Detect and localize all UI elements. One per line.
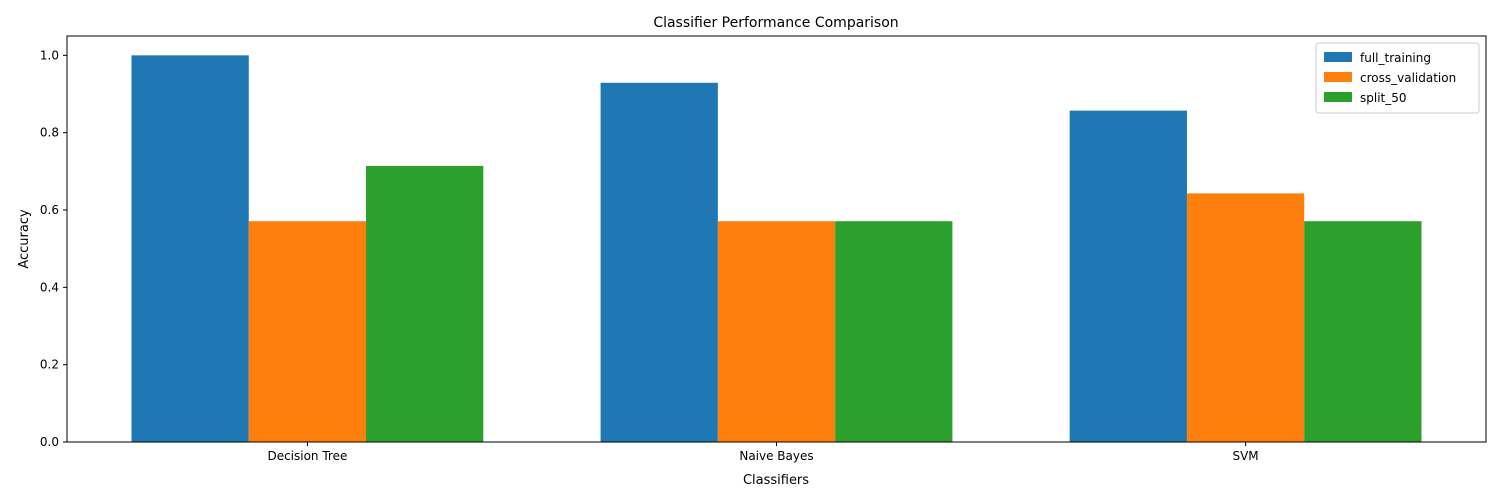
x-tick-label: Naive Bayes	[739, 449, 813, 463]
bar-split_50-0	[366, 165, 484, 443]
x-axis-label: Classifiers	[743, 473, 809, 488]
legend-swatch-cross_validation	[1324, 72, 1352, 82]
y-tick-label: 1.0	[40, 48, 59, 62]
legend: full_training cross_validation split_50	[1315, 42, 1480, 114]
plot-area: 0.0 0.2 0.4 0.6 0.8 1.0 Decision Tree Naive Bay…	[40, 35, 1487, 463]
bar-cross_validation-1	[717, 221, 836, 442]
y-tick-label: 0.8	[40, 126, 59, 140]
legend-frame	[1315, 42, 1480, 114]
bar-split_50-2	[1304, 221, 1422, 442]
y-tick-label: 0.4	[40, 280, 59, 294]
bar-cross_validation-0	[248, 221, 367, 442]
y-tick-label: 0.2	[40, 358, 59, 372]
bar-full_training-2	[1069, 110, 1187, 443]
legend-label-cross_validation: cross_validation	[1360, 71, 1456, 85]
bar-cross_validation-2	[1186, 193, 1305, 442]
bar-full_training-0	[131, 55, 249, 442]
legend-label-split_50: split_50	[1360, 91, 1407, 105]
y-axis-label: Accuracy	[17, 209, 32, 269]
x-tick-label: SVM	[1232, 449, 1258, 463]
bar-full_training-1	[600, 82, 718, 442]
x-tick-label: Decision Tree	[267, 449, 347, 463]
y-tick-label: 0.6	[40, 203, 59, 217]
legend-label-full_training: full_training	[1360, 51, 1431, 65]
legend-swatch-full_training	[1324, 52, 1352, 62]
bar-split_50-1	[835, 221, 953, 442]
chart-title: Classifier Performance Comparison	[653, 15, 898, 31]
legend-swatch-split_50	[1324, 92, 1352, 102]
y-tick-label: 0.0	[40, 435, 59, 449]
